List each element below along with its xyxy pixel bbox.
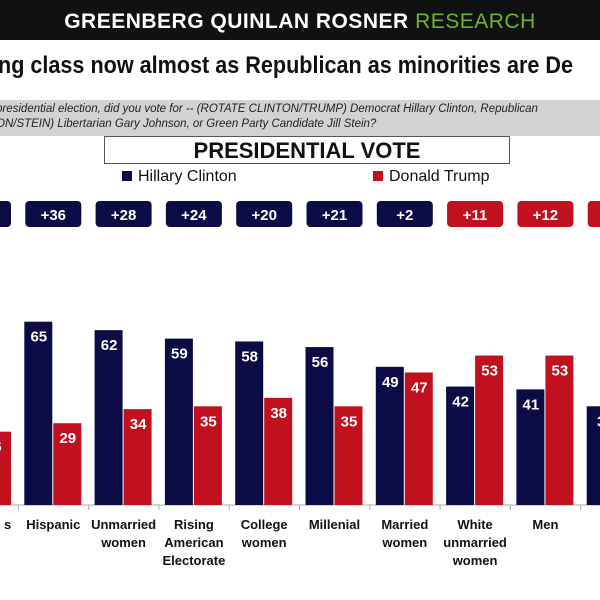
bar-trump xyxy=(53,423,82,505)
margin-badge xyxy=(306,201,363,227)
margin-label: +12 xyxy=(533,207,558,224)
bar-clinton xyxy=(375,366,404,505)
data-label: 41 xyxy=(523,396,540,413)
data-label: 35 xyxy=(200,413,217,430)
bar-clinton xyxy=(94,330,123,505)
margin-label: +2 xyxy=(396,207,413,224)
margin-badge xyxy=(25,201,82,227)
legend-swatch-trump xyxy=(373,171,383,181)
margin-badge xyxy=(0,201,11,227)
category-label: Electorate xyxy=(162,553,225,568)
legend-label: Donald Trump xyxy=(389,168,490,185)
data-label: 6 xyxy=(0,439,2,456)
bar-clinton xyxy=(586,406,600,505)
survey-question: presidential election, did you vote for … xyxy=(0,100,600,136)
margin-label: +28 xyxy=(111,207,136,224)
category-label: Married xyxy=(381,517,428,532)
data-label: 42 xyxy=(452,394,469,411)
category-label: College xyxy=(241,517,288,532)
category-label: women xyxy=(241,535,287,550)
margin-label: +36 xyxy=(41,207,66,224)
bar-trump xyxy=(0,431,11,505)
category-label: women xyxy=(452,553,498,568)
data-label: 49 xyxy=(382,374,399,391)
data-label: 3 xyxy=(597,413,600,430)
legend-item-clinton: Hillary Clinton xyxy=(122,168,237,186)
question-line-1: presidential election, did you vote for … xyxy=(0,103,538,115)
bar-clinton xyxy=(235,341,264,505)
data-label: 34 xyxy=(130,416,147,433)
bar-trump xyxy=(545,355,574,505)
bar-trump xyxy=(404,372,433,505)
category-label: Millenial xyxy=(309,517,360,532)
bar-clinton xyxy=(24,321,53,505)
legend-swatch-clinton xyxy=(122,171,132,181)
margin-badge xyxy=(587,201,600,227)
bar-trump xyxy=(264,397,293,505)
margin-badge xyxy=(376,201,433,227)
bar-trump xyxy=(193,406,222,505)
data-label: 47 xyxy=(411,379,428,396)
data-label: 56 xyxy=(312,354,329,371)
legend-item-trump: Donald Trump xyxy=(373,168,490,186)
data-label: 29 xyxy=(59,430,76,447)
question-line-2: ON/STEIN) Libertarian Gary Johnson, or G… xyxy=(0,118,377,130)
category-label: Men xyxy=(532,517,558,532)
category-label: White xyxy=(457,517,492,532)
margin-label: +11 xyxy=(463,207,488,224)
brand-suffix: RESEARCH xyxy=(415,10,536,33)
bar-clinton xyxy=(516,389,545,505)
brand-name: GREENBERG QUINLAN ROSNER xyxy=(64,10,409,33)
bar-clinton xyxy=(446,386,475,505)
margin-label: +21 xyxy=(322,207,347,224)
category-label: Hispanic xyxy=(26,517,80,532)
category-label: Rising xyxy=(174,517,214,532)
brand-header: GREENBERG QUINLAN ROSNER RESEARCH xyxy=(0,0,600,40)
bar-clinton xyxy=(164,338,193,505)
chart-title: PRESIDENTIAL VOTE xyxy=(104,136,510,164)
data-label: 59 xyxy=(171,346,188,363)
data-label: 53 xyxy=(552,363,569,380)
category-label: women xyxy=(100,535,146,550)
category-label: Unmarried xyxy=(91,517,156,532)
data-label: 35 xyxy=(341,413,358,430)
bar-trump xyxy=(334,406,363,505)
category-label: s xyxy=(4,517,11,532)
category-label: women xyxy=(381,535,427,550)
bar-trump xyxy=(475,355,504,505)
margin-badge xyxy=(517,201,574,227)
bar-trump xyxy=(123,409,152,505)
margin-badge xyxy=(95,201,152,227)
margin-badge xyxy=(165,201,222,227)
margin-label: +20 xyxy=(251,207,276,224)
legend-label: Hillary Clinton xyxy=(138,168,237,185)
data-label: 58 xyxy=(241,348,258,365)
data-label: 65 xyxy=(30,329,47,346)
margin-label: +24 xyxy=(181,207,207,224)
data-label: 38 xyxy=(270,405,287,422)
data-label: 53 xyxy=(481,363,498,380)
bar-clinton xyxy=(305,347,334,505)
margin-badge xyxy=(447,201,504,227)
data-label: 62 xyxy=(101,337,118,354)
slide-title: ng class now almost as Republican as min… xyxy=(0,52,574,79)
category-label: American xyxy=(164,535,223,550)
category-label: unmarried xyxy=(443,535,507,550)
margin-badge xyxy=(236,201,293,227)
